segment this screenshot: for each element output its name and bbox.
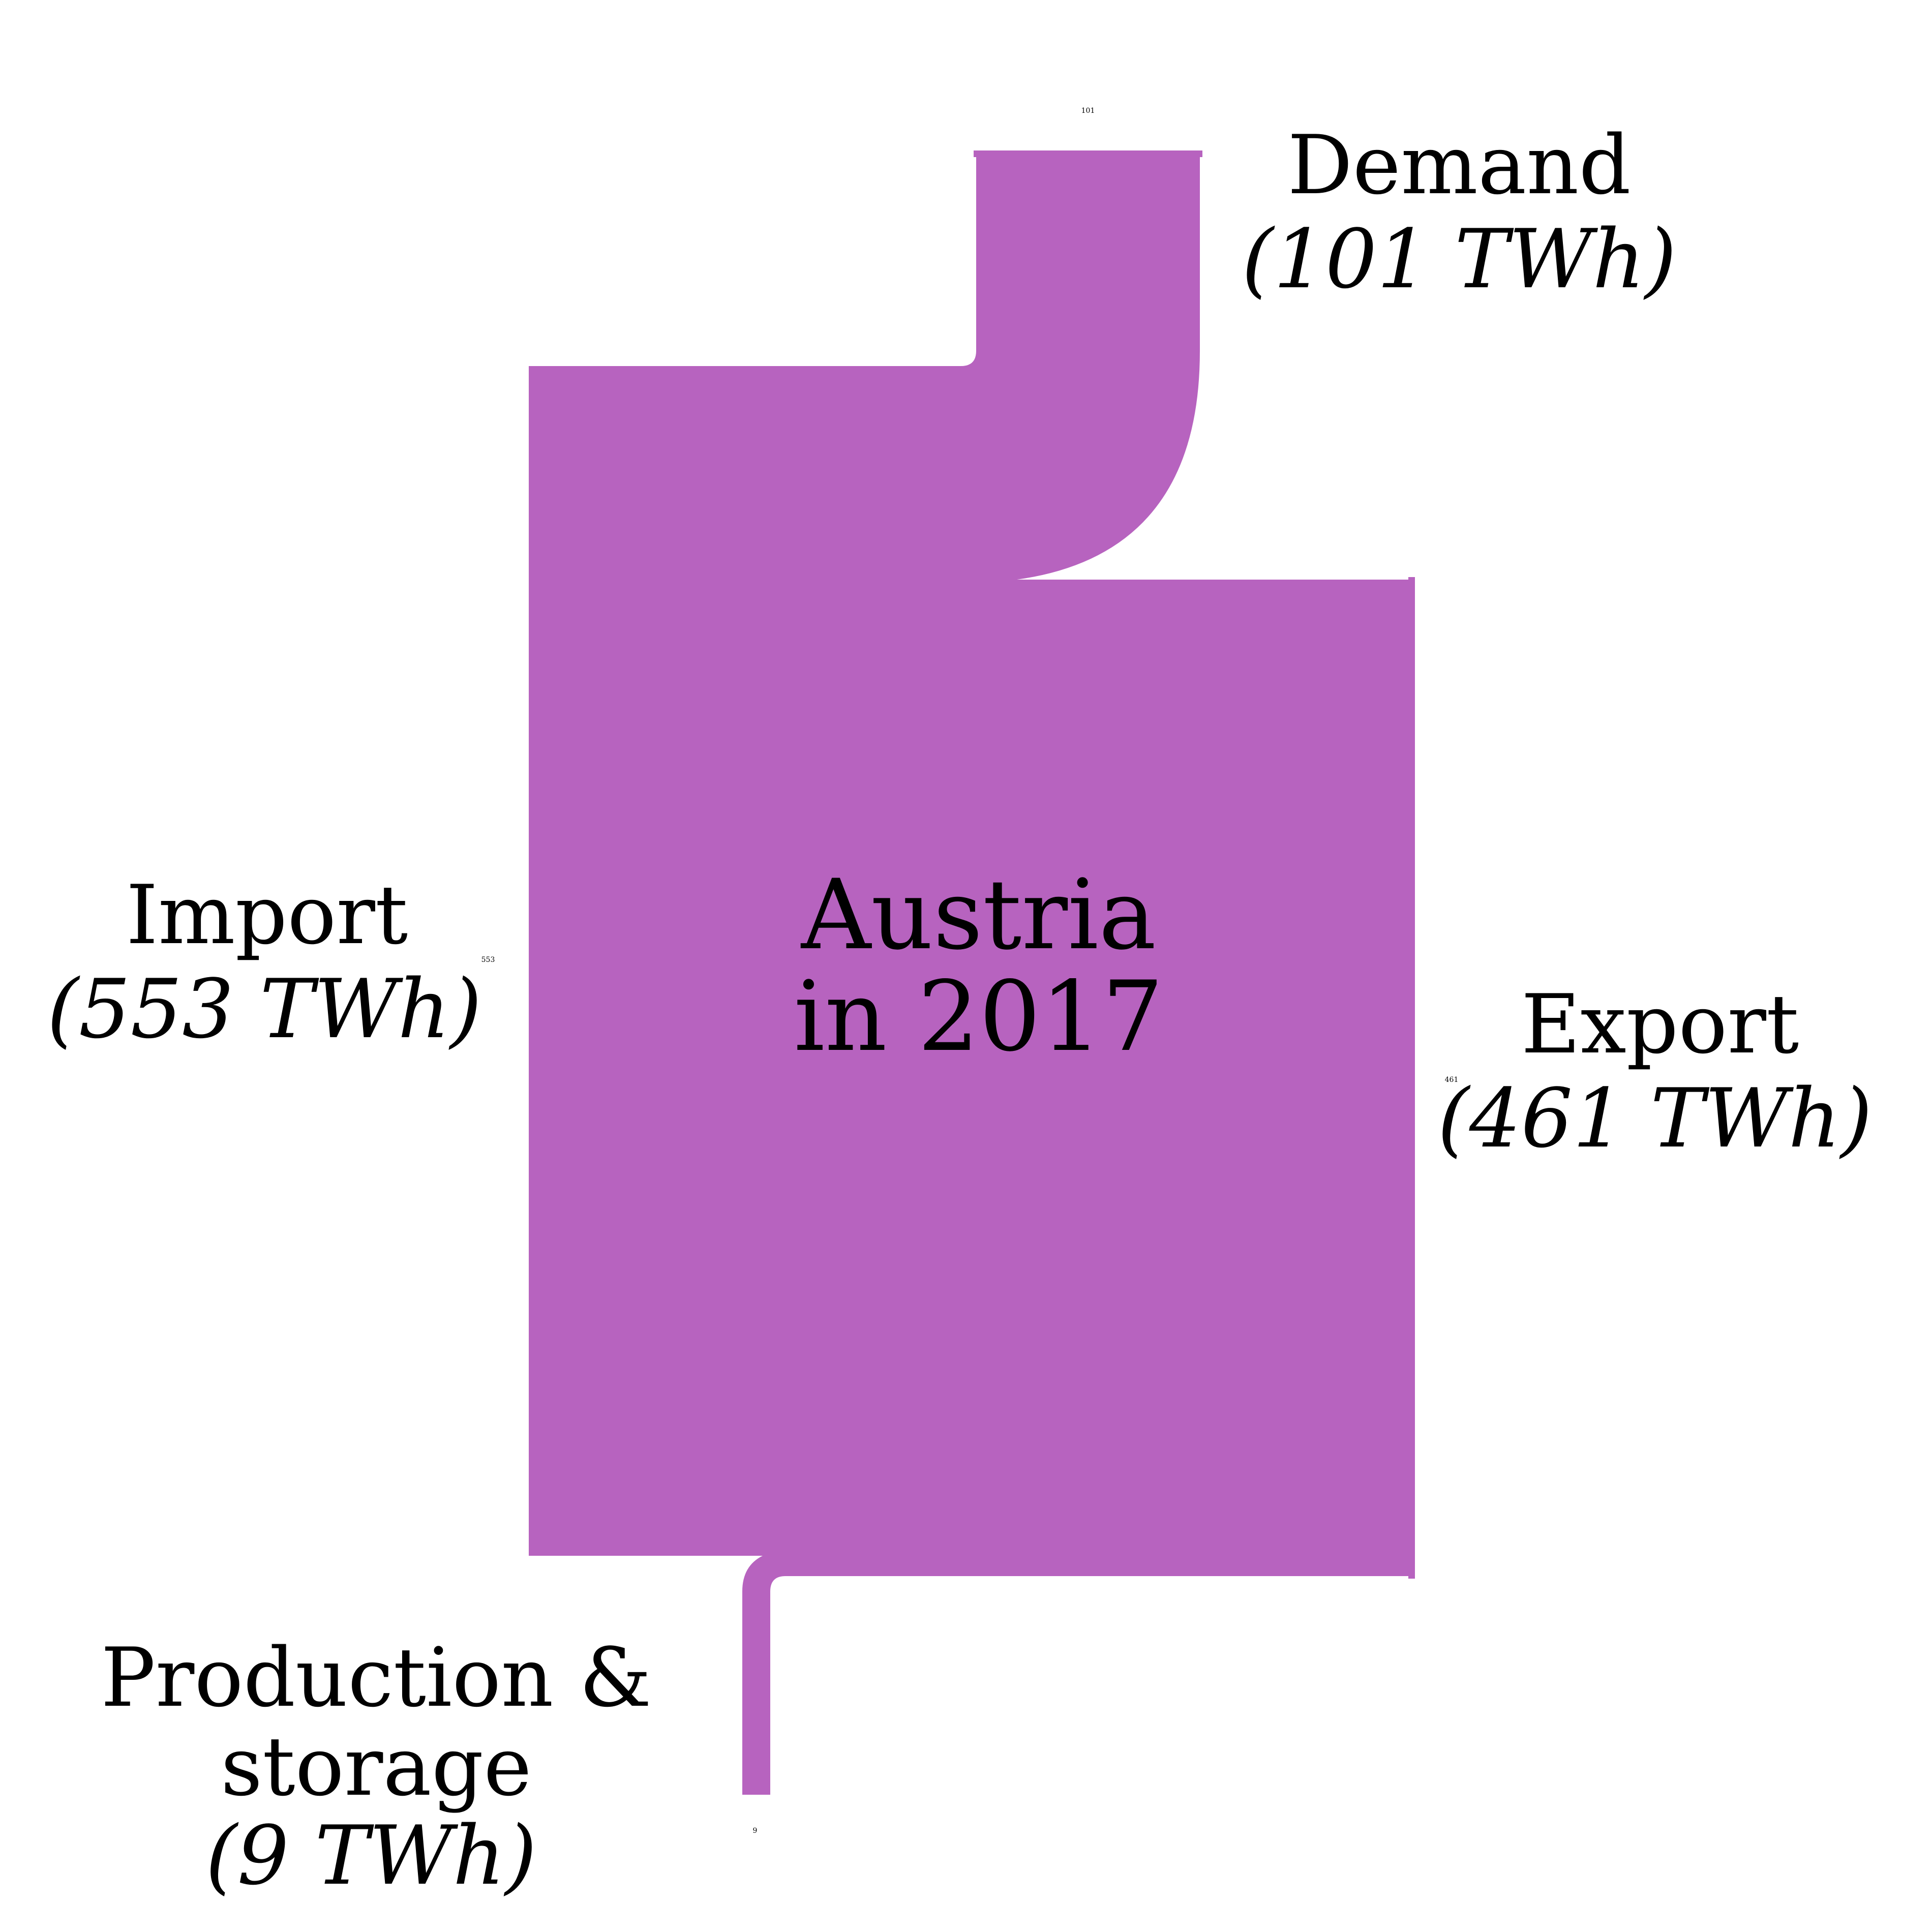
center-title-line1: Austria [800,859,1156,971]
import-label: Import [126,867,408,962]
demand-label: Demand [1287,117,1631,213]
demand-tick: 101 [1081,107,1095,115]
production-value: (9 TWh) [205,1808,537,1903]
center-title-line2: in 2017 [794,960,1163,1073]
production-label-line1: Production & [101,1630,652,1725]
export-label: Export [1521,977,1799,1072]
production-label-line2: storage [221,1719,532,1814]
import-value: (553 TWh) [47,961,481,1056]
production-tick: 9 [753,1827,758,1835]
demand-edge-bar [974,150,1202,157]
import-tick: 553 [481,956,495,964]
demand-value: (101 TWh) [1242,212,1676,307]
sankey-flow-body [529,153,1413,1795]
export-edge-bar [1408,577,1415,1579]
export-tick: 461 [1445,1076,1459,1084]
export-value: (461 TWh) [1437,1071,1872,1166]
